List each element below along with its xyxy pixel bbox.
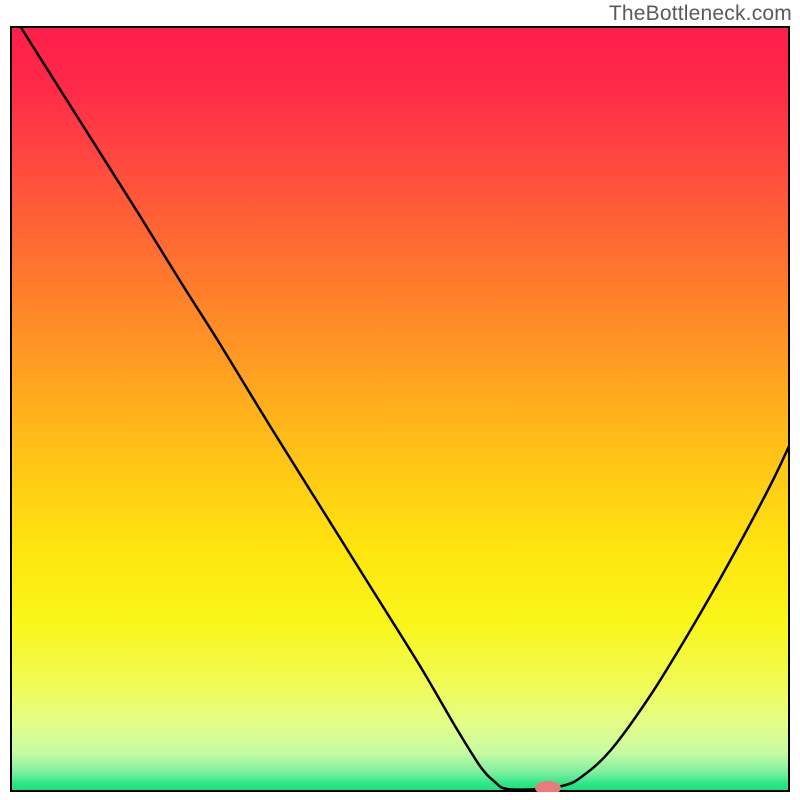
watermark-text: TheBottleneck.com: [609, 2, 792, 26]
bottleneck-chart: [10, 26, 790, 792]
chart-background: [11, 27, 789, 791]
